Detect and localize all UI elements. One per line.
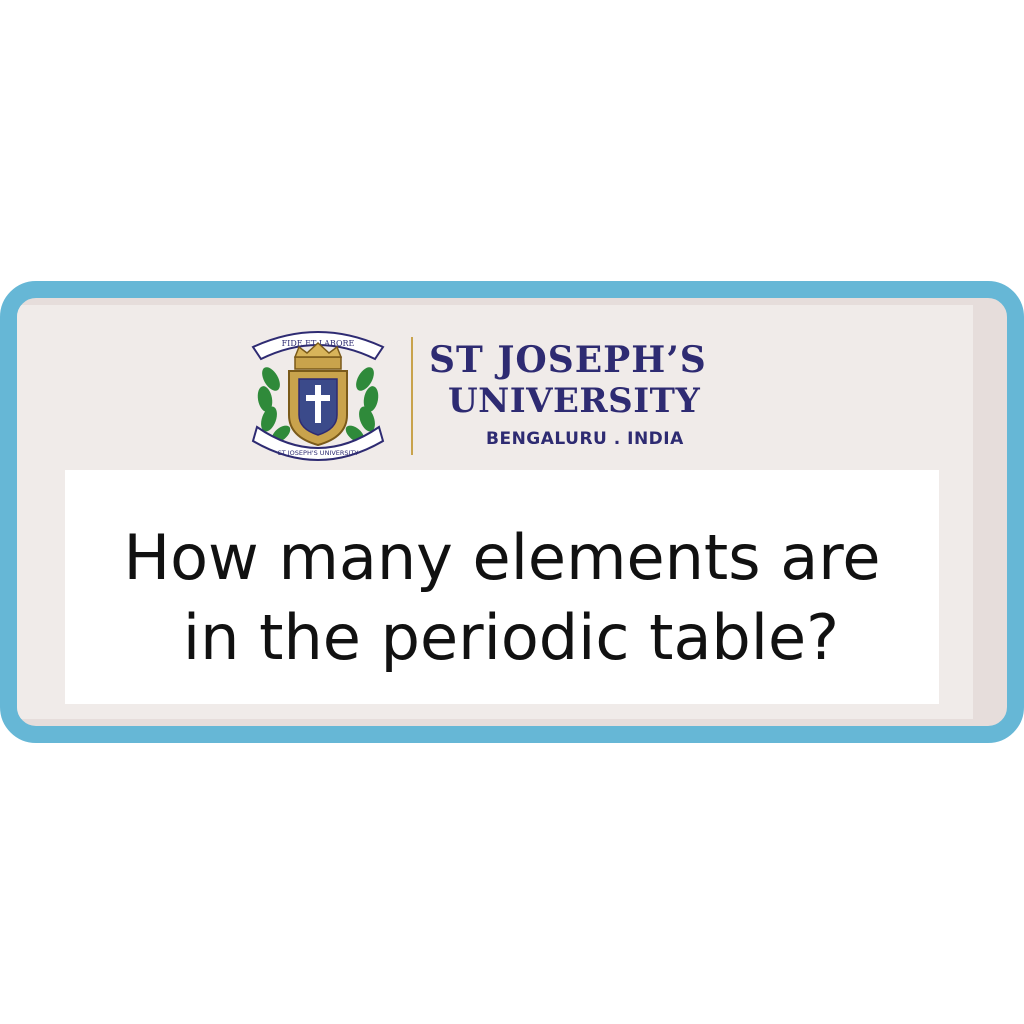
card-inner: FIDE ET LABORE: [17, 305, 973, 719]
question-card: FIDE ET LABORE: [0, 281, 1024, 743]
question-line1: How many elements are: [123, 521, 881, 594]
question-line2: in the periodic table?: [182, 601, 840, 674]
question-text: How many elements are in the periodic ta…: [65, 518, 939, 678]
university-name-line1: ST JOSEPH’S: [429, 339, 707, 381]
university-crest-icon: FIDE ET LABORE: [243, 319, 393, 465]
question-box: How many elements are in the periodic ta…: [65, 470, 939, 704]
svg-text:ST JOSEPH'S UNIVERSITY: ST JOSEPH'S UNIVERSITY: [278, 449, 359, 457]
university-logo: FIDE ET LABORE: [243, 319, 763, 469]
logo-divider: [411, 337, 413, 455]
university-location: BENGALURU . INDIA: [486, 429, 684, 449]
university-name-line2: UNIVERSITY: [448, 381, 701, 421]
